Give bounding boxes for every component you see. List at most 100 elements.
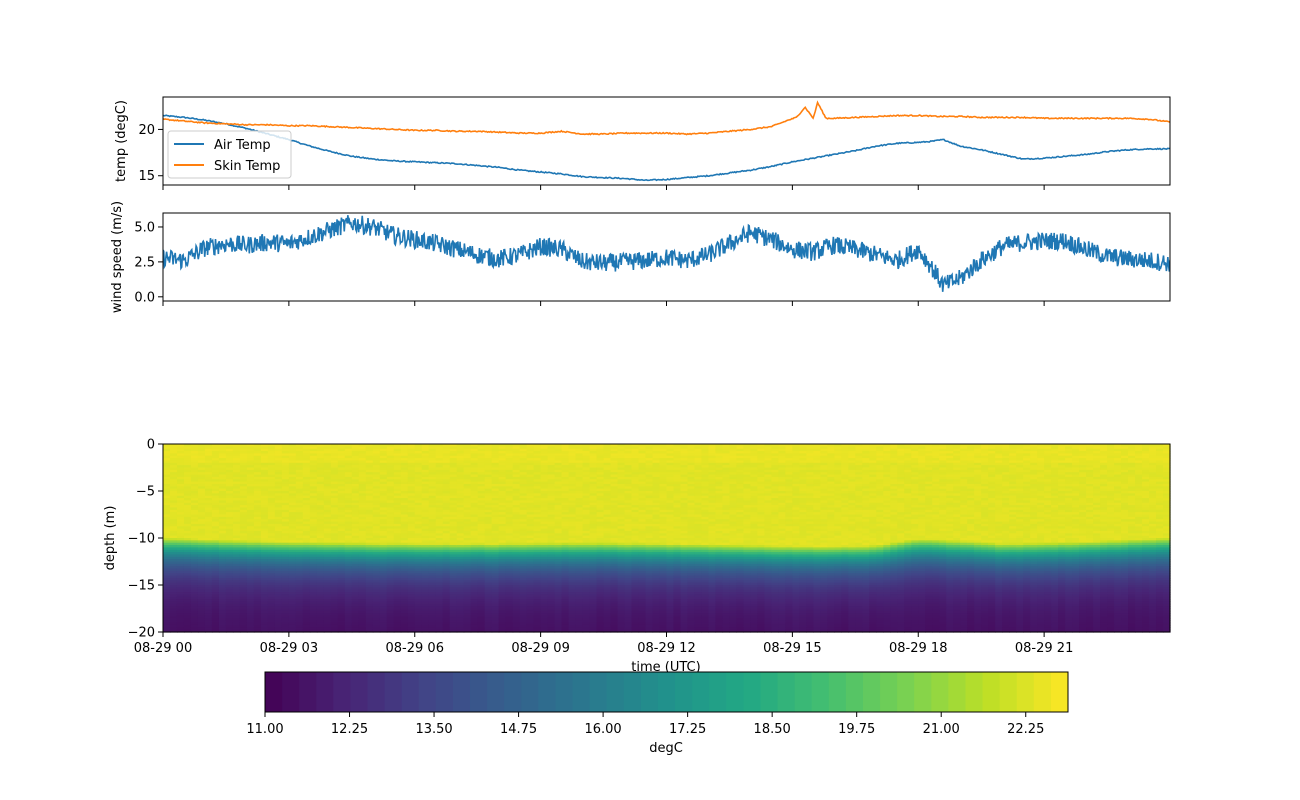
- heatmap-cell: [232, 507, 241, 511]
- heatmap-cell: [267, 575, 276, 579]
- heatmap-cell: [281, 627, 290, 631]
- heatmap-cell: [274, 523, 283, 527]
- heatmap-cell: [554, 451, 563, 454]
- heatmap-cell: [400, 566, 409, 570]
- heatmap-cell: [386, 502, 395, 506]
- heatmap-cell: [260, 483, 269, 487]
- heatmap-cell: [288, 547, 297, 551]
- heatmap-cell: [211, 589, 220, 593]
- heatmap-cell: [163, 516, 171, 520]
- heatmap-cell: [218, 481, 227, 485]
- heatmap-cell: [484, 507, 493, 511]
- heatmap-cell: [435, 627, 444, 631]
- heatmap-cell: [176, 481, 185, 485]
- heatmap-cell: [435, 577, 444, 581]
- heatmap-cell: [407, 577, 416, 581]
- heatmap-cell: [512, 606, 521, 610]
- heatmap-cell: [274, 505, 283, 509]
- heatmap-cell: [323, 580, 332, 584]
- heatmap-cell: [330, 608, 339, 612]
- heatmap-cell: [407, 556, 416, 560]
- heatmap-cell: [421, 533, 430, 537]
- heatmap-cell: [239, 516, 248, 520]
- heatmap-cell: [218, 453, 227, 457]
- heatmap-cell: [204, 561, 213, 565]
- heatmap-cell: [330, 491, 339, 494]
- heatmap-cell: [225, 469, 234, 473]
- heatmap-cell: [323, 476, 332, 480]
- heatmap-cell: [176, 453, 185, 457]
- heatmap-cell: [260, 549, 269, 553]
- heatmap-cell: [309, 542, 318, 546]
- heatmap-cell: [582, 514, 591, 518]
- heatmap-cell: [295, 596, 304, 600]
- heatmap-cell: [372, 554, 381, 558]
- heatmap-cell: [260, 458, 269, 462]
- heatmap-cell: [372, 627, 381, 631]
- heatmap-cell: [456, 523, 465, 527]
- heatmap-cell: [260, 528, 269, 532]
- heatmap-cell: [176, 540, 185, 544]
- heatmap-cell: [337, 479, 346, 483]
- heatmap-cell: [211, 521, 220, 525]
- skin-temp-line: [163, 100, 1170, 136]
- heatmap-cell: [163, 467, 171, 471]
- heatmap-cell: [400, 528, 409, 532]
- heatmap-cell: [323, 479, 332, 483]
- heatmap-cell: [540, 523, 549, 527]
- heatmap-cell: [589, 519, 598, 523]
- heatmap-cell: [344, 587, 353, 591]
- heatmap-cell: [323, 512, 332, 516]
- heatmap-cell: [372, 629, 381, 633]
- heatmap-cell: [351, 498, 360, 501]
- heatmap-cell: [435, 592, 444, 595]
- heatmap-cell: [589, 465, 598, 469]
- heatmap-cell: [421, 606, 430, 610]
- heatmap-cell: [519, 629, 528, 633]
- heatmap-cell: [428, 519, 437, 523]
- heatmap-cell: [582, 608, 591, 612]
- heatmap-cell: [351, 592, 360, 595]
- heatmap-cell: [463, 460, 472, 464]
- heatmap-cell: [190, 563, 199, 567]
- heatmap-cell: [512, 498, 521, 501]
- heatmap-cell: [365, 448, 374, 452]
- heatmap-cell: [505, 491, 514, 494]
- heatmap-cell: [288, 498, 297, 501]
- heatmap-cell: [407, 535, 416, 539]
- heatmap-cell: [519, 533, 528, 537]
- heatmap-cell: [463, 624, 472, 628]
- heatmap-cell: [512, 500, 521, 504]
- heatmap-cell: [330, 582, 339, 586]
- heatmap-cell: [309, 460, 318, 464]
- heatmap-cell: [589, 599, 598, 603]
- heatmap-cell: [239, 509, 248, 513]
- heatmap-cell: [274, 474, 283, 478]
- heatmap-cell: [239, 493, 248, 497]
- heatmap-cell: [260, 580, 269, 584]
- heatmap-cell: [505, 554, 514, 558]
- heatmap-cell: [463, 462, 472, 466]
- heatmap-cell: [414, 535, 423, 539]
- heatmap-cell: [302, 566, 311, 570]
- heatmap-cell: [442, 577, 451, 581]
- heatmap-cell: [400, 519, 409, 523]
- heatmap-cell: [470, 523, 479, 527]
- heatmap-cell: [442, 566, 451, 570]
- heatmap-cell: [540, 500, 549, 504]
- heatmap-cell: [561, 458, 570, 462]
- heatmap-cell: [351, 448, 360, 452]
- heatmap-cell: [274, 465, 283, 469]
- heatmap-cell: [428, 469, 437, 473]
- heatmap-cell: [533, 568, 542, 572]
- heatmap-cell: [582, 592, 591, 595]
- heatmap-cell: [260, 620, 269, 624]
- heatmap-cell: [218, 465, 227, 469]
- heatmap-cell: [526, 570, 535, 574]
- heatmap-cell: [316, 624, 325, 628]
- heatmap-cell: [351, 580, 360, 584]
- heatmap-cell: [176, 542, 185, 546]
- heatmap-cell: [351, 596, 360, 600]
- heatmap-cell: [204, 465, 213, 469]
- heatmap-cell: [477, 486, 486, 490]
